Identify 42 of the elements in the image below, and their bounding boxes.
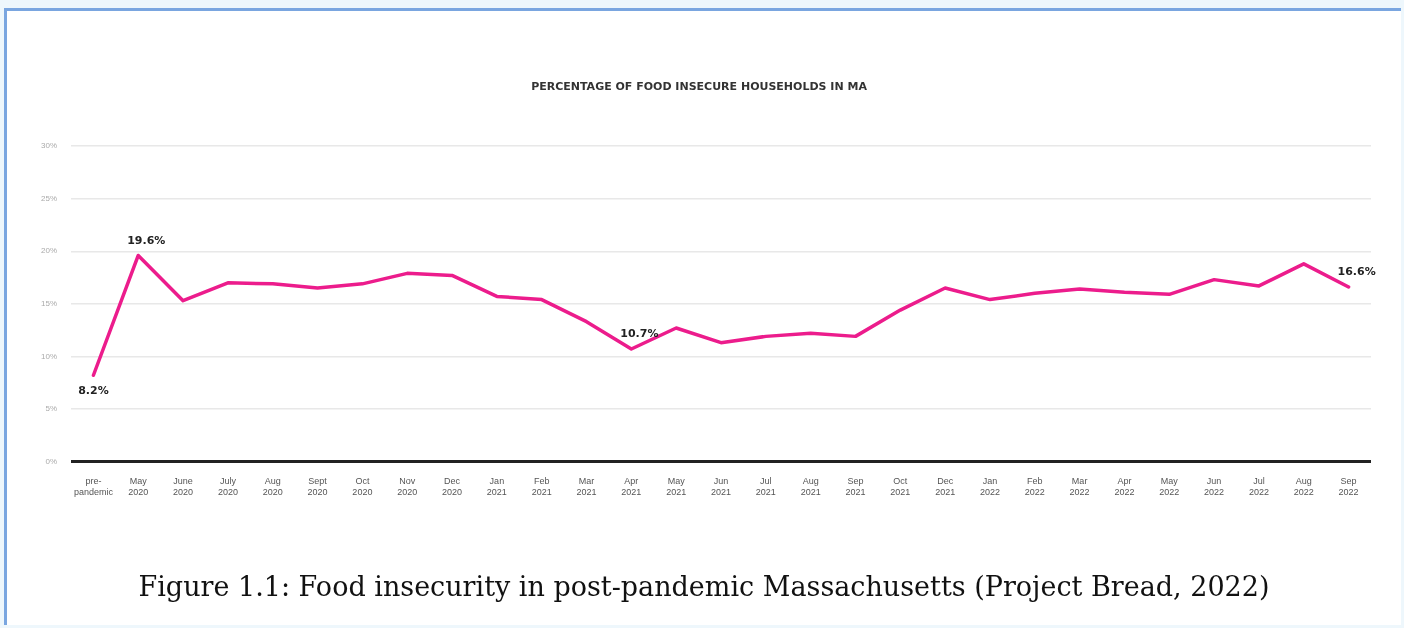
x-tick-label: Feb 2022 [1024, 476, 1045, 498]
y-tick-label: 25% [41, 193, 58, 203]
y-tick-label: 30% [41, 141, 58, 151]
data-label: 10.7% [620, 327, 659, 341]
x-tick-label: Sep 2021 [845, 476, 866, 498]
data-label: 16.6% [1337, 265, 1376, 279]
x-tick-label: May 2020 [128, 476, 149, 498]
x-tick-label: Jul 2022 [1248, 476, 1269, 498]
x-tick-label: Oct 2020 [352, 476, 373, 498]
caption: Figure 1.1: Food insecurity in post-pandemic Massachusetts (Project Bread, 2022) [137, 571, 1271, 602]
x-tick-label: Apr 2022 [1114, 476, 1135, 498]
y-tick-label: 10% [41, 351, 58, 361]
x-tick-label: May 2021 [666, 476, 687, 498]
x-tick-label: Jan 2021 [486, 476, 507, 498]
x-tick-label: Jun 2021 [710, 476, 732, 498]
x-tick-label: Aug 2022 [1293, 476, 1314, 498]
x-tick-label: Oct 2021 [890, 476, 911, 498]
x-tick-label: Dec 2020 [442, 476, 463, 498]
x-tick-label: Sep 2022 [1338, 476, 1359, 498]
x-tick-label: Feb 2021 [531, 476, 552, 498]
x-tick-label: Nov 2020 [397, 476, 418, 498]
x-tick-label: Sept 2020 [307, 476, 328, 498]
x-tick-label: May 2022 [1159, 476, 1180, 498]
x-tick-label: June 2020 [173, 476, 194, 498]
x-tick-label: Apr 2021 [621, 476, 642, 498]
x-tick-label: Dec 2021 [935, 476, 956, 498]
x-tick-label: Aug 2020 [262, 476, 283, 498]
y-tick-label: 20% [41, 246, 58, 256]
chart-title: PERCENTAGE OF FOOD INSECURE HOUSEHOLDS IN MA [531, 80, 868, 94]
x-tick-label: Mar 2022 [1069, 476, 1090, 498]
y-tick-label: 5% [45, 404, 58, 414]
y-tick-label: 15% [41, 299, 58, 308]
x-tick-label: Jul 2021 [755, 476, 776, 498]
y-tick-label: 0% [45, 456, 58, 466]
data-label: 8.2% [78, 383, 109, 397]
data-label: 19.6% [127, 233, 166, 247]
x-tick-label: Jun 2022 [1204, 476, 1225, 498]
x-tick-label: Aug 2021 [800, 476, 821, 498]
x-tick-label: Jan 2022 [979, 476, 1000, 498]
x-tick-label: Mar 2021 [576, 476, 597, 498]
x-tick-label: pre- pandemic [73, 476, 114, 498]
x-tick-label: July 2020 [217, 476, 238, 498]
